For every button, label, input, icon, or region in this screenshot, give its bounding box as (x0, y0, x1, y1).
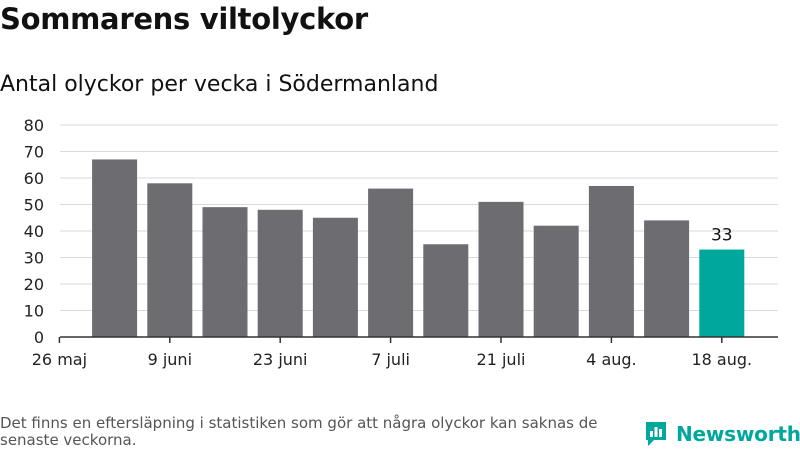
y-tick-label: 30 (24, 249, 44, 268)
x-tick-label: 26 maj (32, 350, 87, 369)
bar (478, 201, 524, 337)
footnote: Det finns en eftersläpning i statistiken… (0, 414, 598, 449)
chart-title: Sommarens viltolyckor (0, 2, 368, 36)
bar (257, 209, 303, 337)
bar (147, 183, 193, 337)
y-tick-label: 10 (24, 302, 44, 321)
bar-chart: 0 10 20 30 40 50 60 70 80 33 26 maj 9 juni 23 juni… (24, 116, 778, 369)
bar (644, 220, 690, 337)
newsworthy-logo-icon (646, 422, 666, 446)
brand[interactable]: Newsworthy (644, 420, 800, 448)
data-labels: 33 (711, 226, 733, 246)
bar (588, 185, 634, 337)
x-tick-label: 9 juni (148, 350, 192, 369)
bar (368, 188, 414, 337)
x-tick-label: 21 juli (477, 350, 526, 369)
brand-name: Newsworthy (676, 422, 800, 446)
y-tick-label: 50 (24, 196, 44, 215)
x-tick-label: 4 aug. (586, 350, 636, 369)
y-tick-label: 40 (24, 222, 44, 241)
bar (92, 159, 138, 337)
x-tick-label: 18 aug. (691, 350, 752, 369)
y-tick-label: 0 (34, 328, 44, 347)
y-tick-label: 60 (24, 169, 44, 188)
y-tick-label: 80 (24, 116, 44, 135)
bar (312, 217, 358, 337)
y-tick-label: 20 (24, 275, 44, 294)
y-tick-label: 70 (24, 143, 44, 162)
y-axis-ticks: 0 10 20 30 40 50 60 70 80 (24, 116, 44, 347)
bar (202, 207, 248, 337)
bar (699, 249, 745, 337)
bars (92, 159, 745, 337)
chart-subtitle: Antal olyckor per vecka i Södermanland (0, 72, 439, 97)
bar (533, 225, 579, 337)
x-axis: 26 maj 9 juni 23 juni 7 juli 21 juli 4 aug. 18… (32, 336, 778, 369)
x-tick-label: 23 juni (253, 350, 308, 369)
data-label: 33 (711, 226, 733, 246)
bar (423, 244, 469, 337)
x-tick-label: 7 juli (371, 350, 410, 369)
